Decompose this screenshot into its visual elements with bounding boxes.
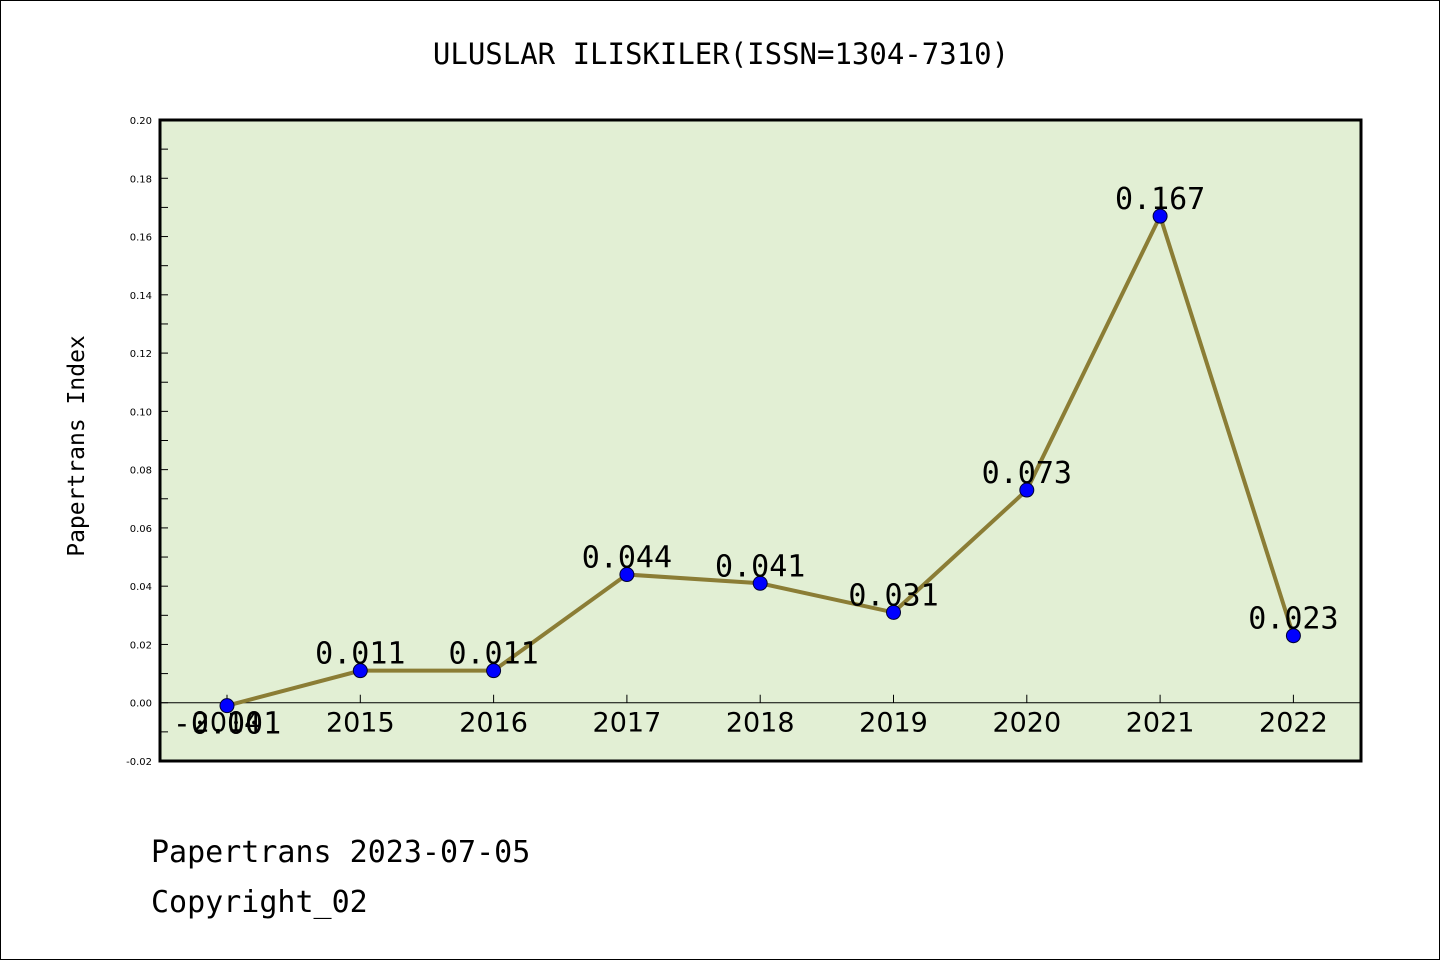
y-tick-label: 0.04 [130, 582, 152, 593]
x-tick-label: 2020 [992, 708, 1061, 739]
data-point [1152, 208, 1168, 224]
y-tick-label: 0.12 [130, 349, 152, 360]
data-label: 0.011 [315, 637, 405, 672]
data-point [219, 698, 235, 714]
footer-copyright: Copyright_02 [151, 885, 368, 920]
y-tick-label: 0.14 [130, 291, 152, 302]
data-label: 0.011 [448, 637, 538, 672]
data-point [352, 663, 368, 679]
plot-area [158, 118, 1363, 763]
y-tick-label: 0.10 [130, 407, 152, 418]
x-tick-label: 2021 [1126, 708, 1195, 739]
x-tick-label: 2019 [859, 708, 928, 739]
data-point [619, 567, 635, 583]
data-label: 0.167 [1115, 182, 1205, 217]
y-axis-label: Papertrans Index [64, 335, 90, 557]
y-tick-label: 0.16 [130, 233, 152, 244]
x-tick-label: 2016 [459, 708, 528, 739]
data-label: 0.031 [848, 578, 938, 613]
data-label: 0.073 [982, 456, 1072, 491]
y-axis: -0.02 0.00 0.02 0.04 0.06 0.08 0.10 0.12 0.14 0.1… [126, 116, 168, 768]
y-tick-label: -0.02 [126, 757, 152, 768]
chart-title: ULUSLAR ILISKILER(ISSN=1304-7310) [432, 37, 1010, 71]
data-point [886, 604, 901, 620]
x-tick-label: 2017 [593, 708, 662, 739]
data-point [486, 663, 502, 679]
y-tick-label: 0.08 [130, 466, 152, 477]
x-axis: 2014 2015 2016 2017 2018 2019 2020 2021 2022 [193, 694, 1328, 739]
data-point [1285, 628, 1301, 644]
y-tick-label: 0.20 [130, 116, 152, 127]
data-label: 0.044 [582, 541, 672, 576]
y-tick-label: 0.00 [130, 699, 152, 710]
footer-date: Papertrans 2023-07-05 [151, 835, 531, 870]
x-tick-label: 2018 [726, 708, 795, 739]
data-point [1019, 482, 1035, 498]
data-label: 0.041 [715, 549, 805, 584]
data-point [752, 575, 768, 591]
y-tick-label: 0.18 [130, 174, 152, 185]
x-tick-label: 2022 [1259, 708, 1328, 739]
x-tick-label: 2015 [326, 708, 395, 739]
data-markers [219, 208, 1301, 714]
data-labels: -0.001 0.011 0.011 0.044 0.041 0.031 0.073 0.16… [173, 182, 1339, 741]
y-tick-label: 0.02 [130, 640, 152, 651]
y-tick-label: 0.06 [130, 524, 152, 535]
data-label: -0.001 [173, 707, 281, 742]
data-label: 0.023 [1248, 602, 1338, 637]
